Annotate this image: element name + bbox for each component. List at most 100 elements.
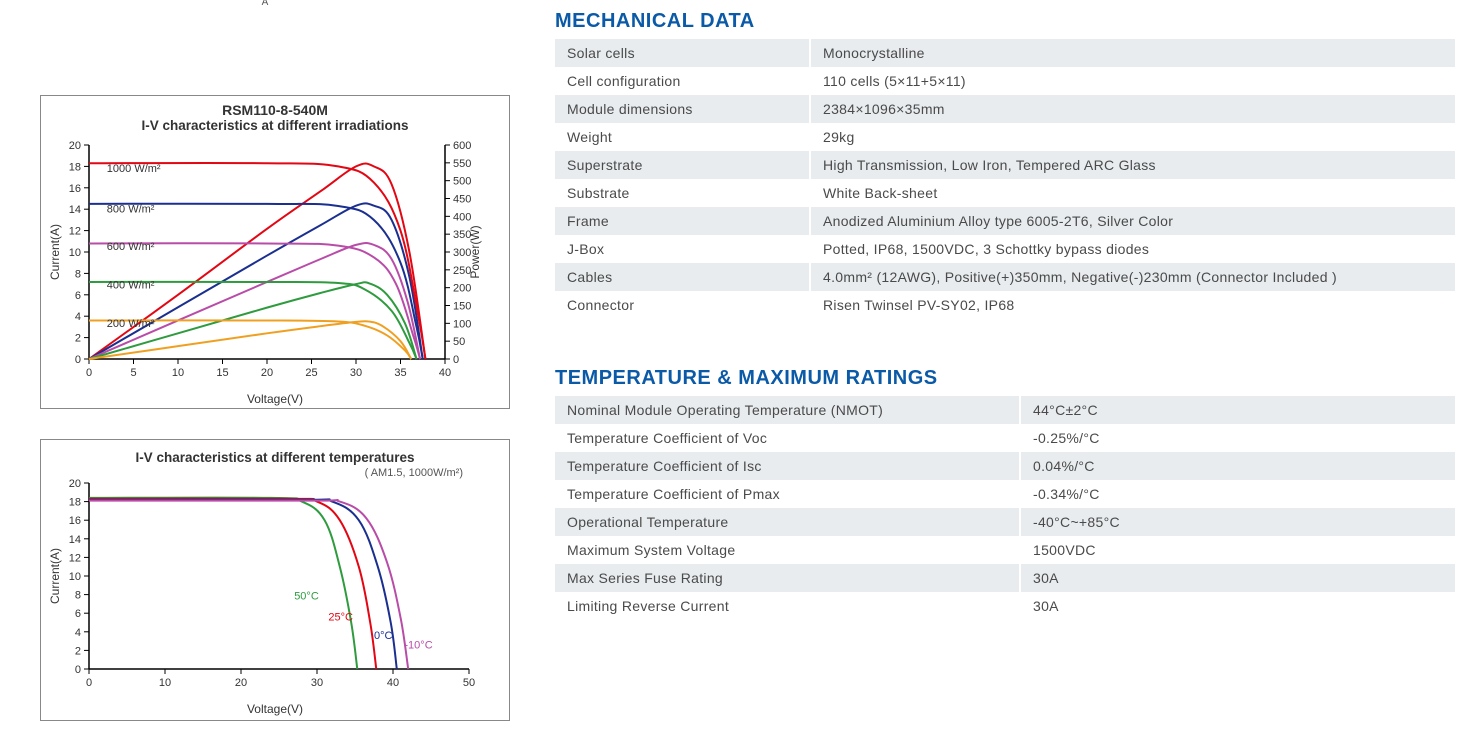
temperature-ratings-table: Nominal Module Operating Temperature (NM… (555, 396, 1455, 620)
svg-text:4: 4 (75, 627, 81, 639)
spec-value: 30A (1020, 564, 1455, 592)
spec-label: Cables (555, 263, 810, 291)
spec-value: Risen Twinsel PV-SY02, IP68 (810, 291, 1455, 319)
table-row: Solar cellsMonocrystalline (555, 39, 1455, 67)
table-row: SuperstrateHigh Transmission, Low Iron, … (555, 151, 1455, 179)
spec-value: 44°C±2°C (1020, 396, 1455, 424)
spec-value: 2384×1096×35mm (810, 95, 1455, 123)
svg-text:450: 450 (453, 194, 471, 206)
svg-text:14: 14 (69, 534, 81, 546)
svg-text:14: 14 (69, 204, 81, 216)
spec-label: Solar cells (555, 39, 810, 67)
svg-text:150: 150 (453, 301, 471, 313)
spec-label: Connector (555, 291, 810, 319)
spec-value: 0.04%/°C (1020, 452, 1455, 480)
mechanical-data-heading: MECHANICAL DATA (555, 10, 1455, 33)
spec-value: 30A (1020, 592, 1455, 620)
iv-irradiance-chart-box: RSM110-8-540M I-V characteristics at dif… (40, 95, 510, 409)
spec-label: Limiting Reverse Current (555, 592, 1020, 620)
spec-label: Frame (555, 207, 810, 235)
svg-text:10: 10 (69, 571, 81, 583)
table-row: Operational Temperature-40°C~+85°C (555, 508, 1455, 536)
table-row: Max Series Fuse Rating30A (555, 564, 1455, 592)
table-row: Temperature Coefficient of Isc0.04%/°C (555, 452, 1455, 480)
table-row: Module dimensions2384×1096×35mm (555, 95, 1455, 123)
spec-label: Temperature Coefficient of Voc (555, 424, 1020, 452)
svg-text:0: 0 (75, 664, 81, 676)
svg-text:10: 10 (69, 247, 81, 259)
temperature-ratings-heading: TEMPERATURE & MAXIMUM RATINGS (555, 367, 1455, 390)
table-row: J-BoxPotted, IP68, 1500VDC, 3 Schottky b… (555, 235, 1455, 263)
spec-value: 1500VDC (1020, 536, 1455, 564)
svg-text:18: 18 (69, 497, 81, 509)
svg-text:40: 40 (387, 677, 399, 689)
spec-label: Operational Temperature (555, 508, 1020, 536)
svg-text:20: 20 (261, 367, 273, 379)
spec-value: White Back-sheet (810, 179, 1455, 207)
spec-label: Temperature Coefficient of Pmax (555, 480, 1020, 508)
table-row: FrameAnodized Aluminium Alloy type 6005-… (555, 207, 1455, 235)
svg-text:400: 400 (453, 211, 471, 223)
spec-label: Nominal Module Operating Temperature (NM… (555, 396, 1020, 424)
svg-text:6: 6 (75, 608, 81, 620)
svg-text:1000 W/m²: 1000 W/m² (107, 163, 161, 175)
svg-text:50: 50 (463, 677, 475, 689)
spec-value: -0.25%/°C (1020, 424, 1455, 452)
svg-text:400 W/m²: 400 W/m² (107, 279, 155, 291)
mechanical-data-table: Solar cellsMonocrystallineCell configura… (555, 39, 1455, 319)
svg-text:500: 500 (453, 176, 471, 188)
svg-text:6: 6 (75, 290, 81, 302)
spec-value: Anodized Aluminium Alloy type 6005-2T6, … (810, 207, 1455, 235)
chart1-xlabel: Voltage(V) (47, 392, 503, 406)
spec-label: Temperature Coefficient of Isc (555, 452, 1020, 480)
svg-text:30: 30 (311, 677, 323, 689)
dimension-letter: A (250, 0, 280, 8)
spec-label: J-Box (555, 235, 810, 263)
svg-text:550: 550 (453, 158, 471, 170)
spec-label: Max Series Fuse Rating (555, 564, 1020, 592)
svg-text:12: 12 (69, 552, 81, 564)
svg-text:Current(A): Current(A) (48, 548, 62, 604)
svg-text:200 W/m²: 200 W/m² (107, 318, 155, 330)
spec-label: Superstrate (555, 151, 810, 179)
spec-value: -0.34%/°C (1020, 480, 1455, 508)
table-row: Cables4.0mm² (12AWG), Positive(+)350mm, … (555, 263, 1455, 291)
chart2-xlabel: Voltage(V) (47, 702, 503, 716)
spec-label: Maximum System Voltage (555, 536, 1020, 564)
svg-text:0: 0 (86, 367, 92, 379)
spec-value: Potted, IP68, 1500VDC, 3 Schottky bypass… (810, 235, 1455, 263)
svg-text:0°C: 0°C (374, 630, 393, 642)
spec-value: 4.0mm² (12AWG), Positive(+)350mm, Negati… (810, 263, 1455, 291)
svg-text:25: 25 (305, 367, 317, 379)
svg-text:8: 8 (75, 590, 81, 602)
svg-text:20: 20 (69, 478, 81, 490)
svg-text:600: 600 (453, 140, 471, 152)
svg-text:5: 5 (130, 367, 136, 379)
table-row: Maximum System Voltage1500VDC (555, 536, 1455, 564)
svg-text:100: 100 (453, 318, 471, 330)
svg-text:12: 12 (69, 226, 81, 238)
svg-text:0: 0 (75, 354, 81, 366)
svg-text:200: 200 (453, 283, 471, 295)
svg-text:50: 50 (453, 336, 465, 348)
iv-temperature-chart-box: I-V characteristics at different tempera… (40, 439, 510, 721)
svg-text:16: 16 (69, 515, 81, 527)
iv-irradiance-chart: 0510152025303540024681012141618200501001… (47, 135, 487, 385)
svg-text:50°C: 50°C (294, 590, 319, 602)
svg-text:16: 16 (69, 183, 81, 195)
svg-text:18: 18 (69, 161, 81, 173)
spec-label: Module dimensions (555, 95, 810, 123)
spec-value: -40°C~+85°C (1020, 508, 1455, 536)
svg-text:2: 2 (75, 645, 81, 657)
table-row: Weight29kg (555, 123, 1455, 151)
spec-value: 29kg (810, 123, 1455, 151)
chart1-subtitle: I-V characteristics at different irradia… (47, 118, 503, 133)
chart1-model-title: RSM110-8-540M (47, 102, 503, 118)
svg-text:25°C: 25°C (328, 612, 353, 624)
table-row: Limiting Reverse Current30A (555, 592, 1455, 620)
svg-text:40: 40 (439, 367, 451, 379)
svg-text:Power(W): Power(W) (468, 225, 482, 278)
svg-text:4: 4 (75, 311, 81, 323)
svg-text:35: 35 (394, 367, 406, 379)
svg-text:20: 20 (69, 140, 81, 152)
